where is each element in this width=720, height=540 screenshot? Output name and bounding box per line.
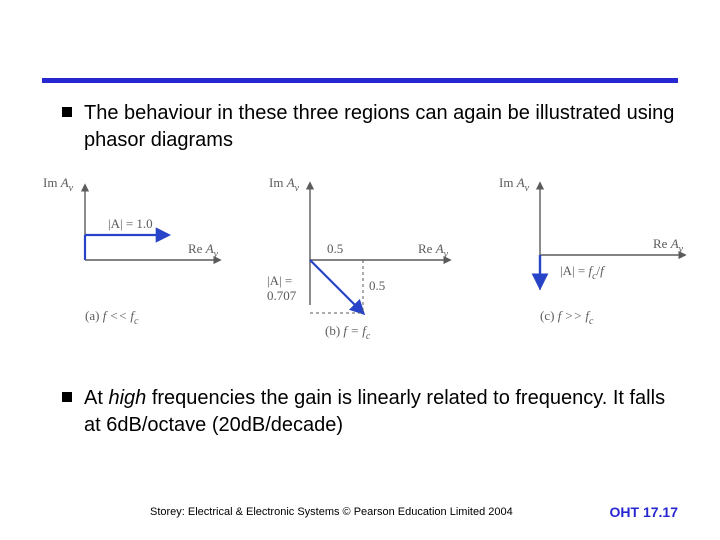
- svg-text:0.707: 0.707: [267, 288, 297, 303]
- bullet-row: At high frequencies the gain is linearly…: [62, 385, 678, 439]
- diagrams-svg: Im Av Re Av |A| = 1.0 (a) f << fc Im Av …: [40, 175, 695, 345]
- svg-text:(c) f >> fc: (c) f >> fc: [540, 308, 594, 327]
- bullet-row: The behaviour in these three regions can…: [62, 100, 678, 154]
- svg-text:0.5: 0.5: [327, 241, 343, 256]
- svg-text:Re Av: Re Av: [653, 236, 684, 255]
- diagram-b: Im Av Re Av 0.5 0.5 |A| = 0.707 (b) f = …: [267, 175, 450, 342]
- diagram-a: Im Av Re Av |A| = 1.0 (a) f << fc: [43, 175, 220, 327]
- svg-text:Im Av: Im Av: [43, 175, 74, 194]
- bullet-text: The behaviour in these three regions can…: [84, 100, 678, 154]
- square-bullet-icon: [62, 107, 72, 117]
- svg-text:Re Av: Re Av: [418, 241, 449, 260]
- footer-page-number: OHT 17.17: [610, 504, 678, 520]
- svg-text:Im Av: Im Av: [499, 175, 530, 194]
- svg-text:(b) f = fc: (b) f = fc: [325, 323, 371, 342]
- square-bullet-icon: [62, 392, 72, 402]
- svg-text:Im Av: Im Av: [269, 175, 300, 194]
- top-rule: [42, 78, 678, 83]
- bullet-block-1: The behaviour in these three regions can…: [62, 100, 678, 162]
- diagram-c: Im Av Re Av |A| = fc/f (c) f >> fc: [499, 175, 685, 327]
- bullet-block-2: At high frequencies the gain is linearly…: [62, 385, 678, 447]
- phasor-diagrams: Im Av Re Av |A| = 1.0 (a) f << fc Im Av …: [40, 175, 695, 345]
- svg-text:Re Av: Re Av: [188, 241, 219, 260]
- svg-text:|A| = fc/f: |A| = fc/f: [560, 263, 606, 282]
- svg-text:|A| =: |A| =: [267, 273, 292, 288]
- svg-text:|A| = 1.0: |A| = 1.0: [108, 216, 153, 231]
- svg-text:(a) f << fc: (a) f << fc: [85, 308, 139, 327]
- svg-text:0.5: 0.5: [369, 278, 385, 293]
- footer-credit: Storey: Electrical & Electronic Systems …: [150, 506, 513, 518]
- footer: Storey: Electrical & Electronic Systems …: [0, 504, 720, 520]
- bullet-text: At high frequencies the gain is linearly…: [84, 385, 678, 439]
